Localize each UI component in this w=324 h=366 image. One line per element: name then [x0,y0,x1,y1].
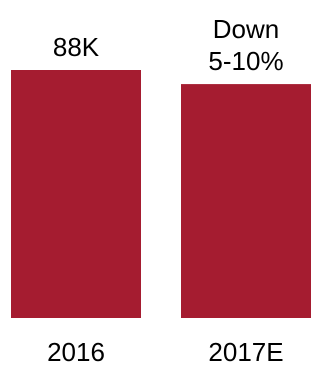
data-label-2017e: Down 5-10% [208,14,283,76]
bar-2017e [181,84,311,318]
x-tick-label-2017e: 2017E [208,337,283,366]
x-axis-tick-labels: 2016 2017E [47,337,284,366]
data-labels-group: 88K Down 5-10% [53,14,284,76]
x-tick-label-2016: 2016 [47,337,105,366]
data-label-line: 5-10% [208,46,283,76]
data-label-line: Down [213,14,279,44]
data-label-line: 88K [53,32,100,62]
bar-2016 [11,70,141,318]
data-label-2016: 88K [53,32,100,62]
bars-group [11,70,311,318]
